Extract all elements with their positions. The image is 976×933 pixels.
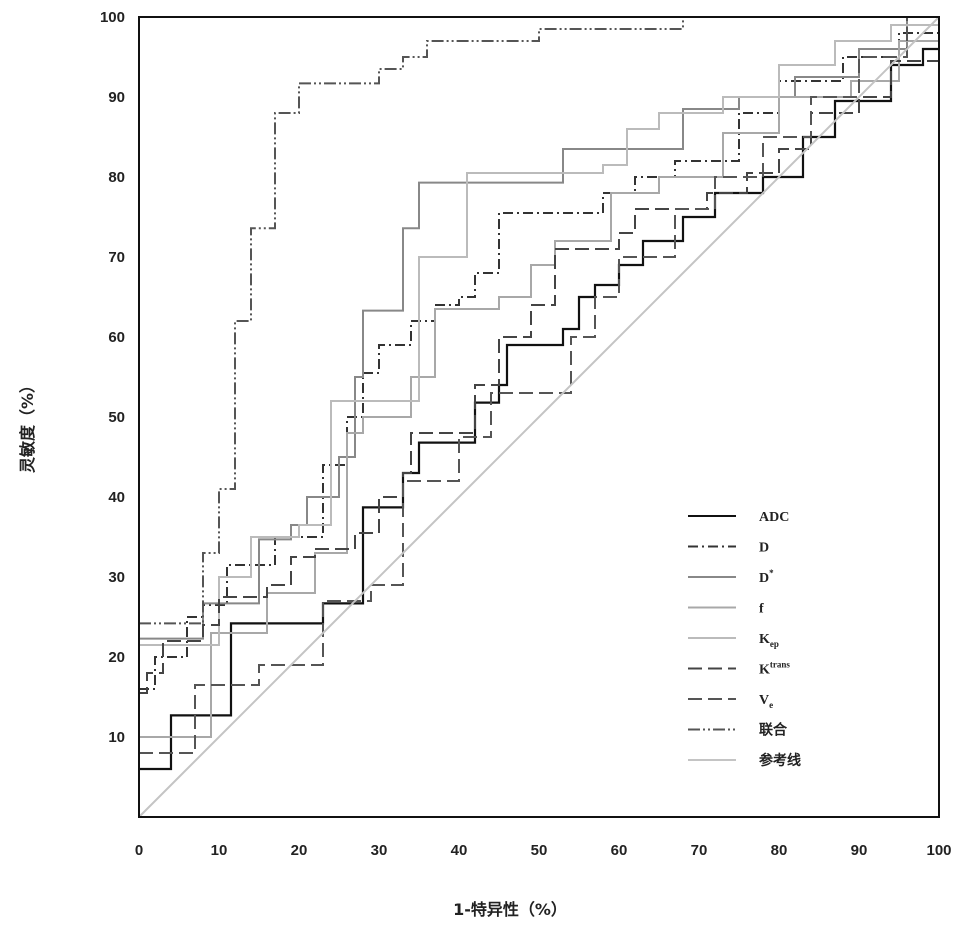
curve-series-7 <box>139 16 939 625</box>
x-tick-label: 50 <box>531 842 548 859</box>
legend-label-series-8: 参考线 <box>759 752 801 769</box>
x-tick-label: 70 <box>691 842 708 859</box>
legend-label-series-4: Kep <box>759 632 779 649</box>
y-tick-label: 50 <box>108 409 125 426</box>
y-tick-label: 90 <box>108 89 125 106</box>
y-axis-title: 灵敏度（%） <box>18 377 37 473</box>
x-tick-label: 100 <box>926 842 951 859</box>
x-axis-title: 1-特异性（%） <box>453 900 567 919</box>
x-tick-label: 20 <box>291 842 308 859</box>
legend-label-series-3: f <box>759 602 764 617</box>
x-tick-label: 60 <box>611 842 628 859</box>
legend-label-series-5: Ktrans <box>759 660 790 678</box>
x-tick-label: 0 <box>135 842 143 859</box>
y-tick-label: 70 <box>108 249 125 266</box>
x-tick-label: 10 <box>211 842 228 859</box>
roc-curves <box>138 16 940 818</box>
curve-series-5 <box>139 60 939 694</box>
curve-series-8 <box>138 16 940 818</box>
x-tick-label: 40 <box>451 842 468 859</box>
curve-series-3 <box>139 40 939 738</box>
y-tick-label: 40 <box>108 489 125 506</box>
curve-series-4 <box>139 24 939 646</box>
plot-frame <box>138 16 940 818</box>
legend-label-series-6: Ve <box>759 693 773 710</box>
legend-label-series-7: 联合 <box>759 722 788 739</box>
y-tick-label: 20 <box>108 649 125 666</box>
y-tick-label: 30 <box>108 569 125 586</box>
y-tick-label: 100 <box>100 9 125 26</box>
y-tick-label: 60 <box>108 329 125 346</box>
curve-series-6 <box>139 16 939 754</box>
x-tick-label: 90 <box>851 842 868 859</box>
y-tick-label: 10 <box>108 729 125 746</box>
curve-series-0 <box>139 47 939 771</box>
x-tick-label: 30 <box>371 842 388 859</box>
axis-ticks: 0 10 20 30 40 50 60 70 80 90 100 10 20 30 40 50 60 70 80 90… <box>100 9 952 859</box>
legend-label-series-1: D <box>759 541 769 556</box>
legend-label-series-2: D* <box>759 568 774 586</box>
y-tick-label: 80 <box>108 169 125 186</box>
curve-series-2 <box>139 16 939 640</box>
x-tick-label: 80 <box>771 842 788 859</box>
legend-label-series-0: ADC <box>759 510 789 525</box>
curve-series-1 <box>139 32 939 690</box>
